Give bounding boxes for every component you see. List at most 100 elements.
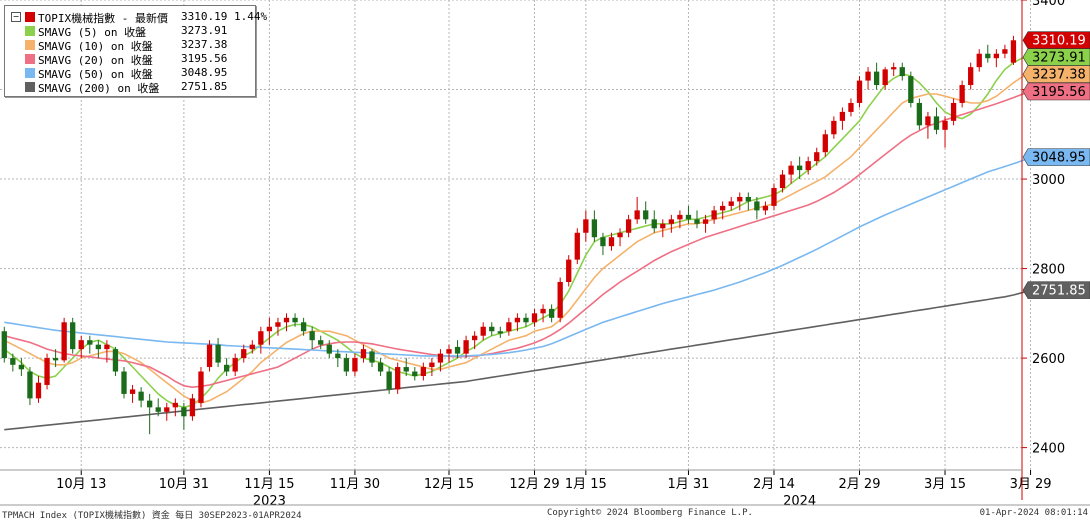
candle-body <box>78 340 84 350</box>
candle <box>266 317 273 345</box>
value-tag <box>1022 281 1090 299</box>
candle-body <box>275 322 281 327</box>
y-tick-label: 3400 <box>1032 0 1065 9</box>
candle <box>258 326 264 354</box>
legend-value: 3195.56 <box>181 52 228 65</box>
x-tick-label: 12月 29 <box>509 477 559 492</box>
candle <box>44 353 50 390</box>
candle <box>343 353 350 376</box>
candle-body <box>591 219 598 238</box>
candle <box>489 322 495 336</box>
candle <box>35 376 42 403</box>
candle-body <box>600 237 606 247</box>
candle-body <box>899 67 905 77</box>
candle-body <box>437 353 444 363</box>
last-value-label: 3195.56 <box>1022 82 1090 101</box>
candle <box>822 129 828 157</box>
candle-body <box>1010 40 1017 63</box>
candle-body <box>848 102 854 112</box>
candle <box>583 210 589 242</box>
candle-body <box>369 351 375 363</box>
candle-body <box>121 371 127 394</box>
candle <box>959 80 965 108</box>
x-tick-label: 1月 31 <box>667 477 709 492</box>
legend-value: 3237.38 <box>181 38 228 51</box>
candle <box>198 367 204 408</box>
footer-copyright: Copyright© 2024 Bloomberg Finance L.P. <box>547 508 753 518</box>
candle <box>172 398 178 417</box>
candle-body <box>300 322 307 332</box>
candle-body <box>241 349 247 359</box>
candle-body <box>873 71 880 86</box>
candle-body <box>138 391 144 401</box>
candle <box>891 62 897 77</box>
candle-body <box>181 407 187 417</box>
x-tick-label: 3月 15 <box>924 477 966 492</box>
collapse-box-icon[interactable]: − <box>11 12 21 22</box>
last-value-label: 3310.19 <box>1022 31 1090 50</box>
candle-body <box>198 371 204 403</box>
last-value-label: 3237.38 <box>1022 65 1090 84</box>
legend-label: SMAVG (10) on 收盤 <box>38 40 153 53</box>
candle-body <box>480 326 486 336</box>
candle-body <box>985 53 991 59</box>
candle <box>745 192 751 211</box>
candle-body <box>737 196 743 202</box>
candle-body <box>292 317 298 323</box>
candle-body <box>335 353 341 359</box>
candle <box>720 201 726 220</box>
candle-body <box>865 71 871 81</box>
candle-body <box>762 205 769 211</box>
candle <box>882 67 888 90</box>
candle <box>275 317 281 336</box>
candle-body <box>318 340 324 345</box>
candle <box>762 201 769 215</box>
candle-body <box>215 344 221 363</box>
candlesticks <box>1 35 1017 435</box>
x-tick-label: 3月 29 <box>1010 477 1052 492</box>
candle <box>805 156 811 175</box>
candle <box>472 331 478 350</box>
legend-item-sma5: SMAVG (5) on 收盤 3273.91 <box>11 24 251 39</box>
candle <box>309 326 315 350</box>
legend-swatch <box>25 68 35 78</box>
value-tag-text: 3273.91 <box>1032 51 1086 66</box>
candle-body <box>617 232 623 238</box>
candle <box>223 358 230 376</box>
last-value-label: 2751.85 <box>1022 281 1090 299</box>
candle <box>608 232 615 251</box>
candle <box>617 228 623 247</box>
candle-body <box>856 80 863 103</box>
candle <box>480 322 486 341</box>
candle-body <box>805 161 811 171</box>
candle <box>335 349 341 368</box>
candle-body <box>702 219 709 224</box>
candle <box>779 170 786 193</box>
candle <box>839 107 846 130</box>
candle-body <box>531 313 538 323</box>
candle <box>232 353 238 376</box>
candle <box>728 196 734 211</box>
candle <box>651 210 657 233</box>
candle-body <box>497 331 503 334</box>
value-tag <box>1022 65 1090 84</box>
candle-body <box>147 400 153 408</box>
legend-value: 3273.91 <box>181 24 228 37</box>
candle <box>318 335 324 350</box>
candle <box>788 161 794 184</box>
candle-body <box>44 358 50 385</box>
candle-body <box>112 349 119 372</box>
candle <box>10 353 16 372</box>
candle <box>942 116 948 148</box>
legend-label: SMAVG (50) on 收盤 <box>38 68 153 81</box>
candle-body <box>694 219 700 224</box>
candle <box>129 384 136 403</box>
candle <box>831 116 837 139</box>
candle-body <box>814 152 820 162</box>
value-tag-text: 3048.95 <box>1032 151 1086 166</box>
candle <box>856 76 863 108</box>
candle <box>215 337 221 368</box>
candle-body <box>514 317 521 323</box>
candle <box>497 326 503 338</box>
